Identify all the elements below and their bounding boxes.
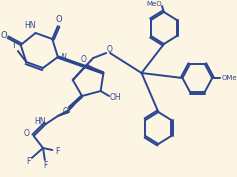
Text: O: O	[1, 32, 7, 41]
Text: O: O	[55, 16, 62, 24]
Text: HN: HN	[24, 21, 36, 30]
Text: N: N	[61, 53, 66, 62]
Text: I: I	[12, 41, 14, 50]
Text: O: O	[62, 107, 68, 116]
Text: OH: OH	[110, 93, 122, 102]
Text: O: O	[107, 45, 113, 55]
Text: F: F	[44, 161, 48, 170]
Text: OMe: OMe	[222, 75, 237, 81]
Text: F: F	[26, 158, 30, 167]
Text: HN: HN	[34, 116, 46, 125]
Text: O: O	[81, 55, 87, 64]
Text: MeO: MeO	[146, 1, 162, 7]
Text: O: O	[23, 129, 29, 138]
Text: F: F	[56, 147, 60, 156]
